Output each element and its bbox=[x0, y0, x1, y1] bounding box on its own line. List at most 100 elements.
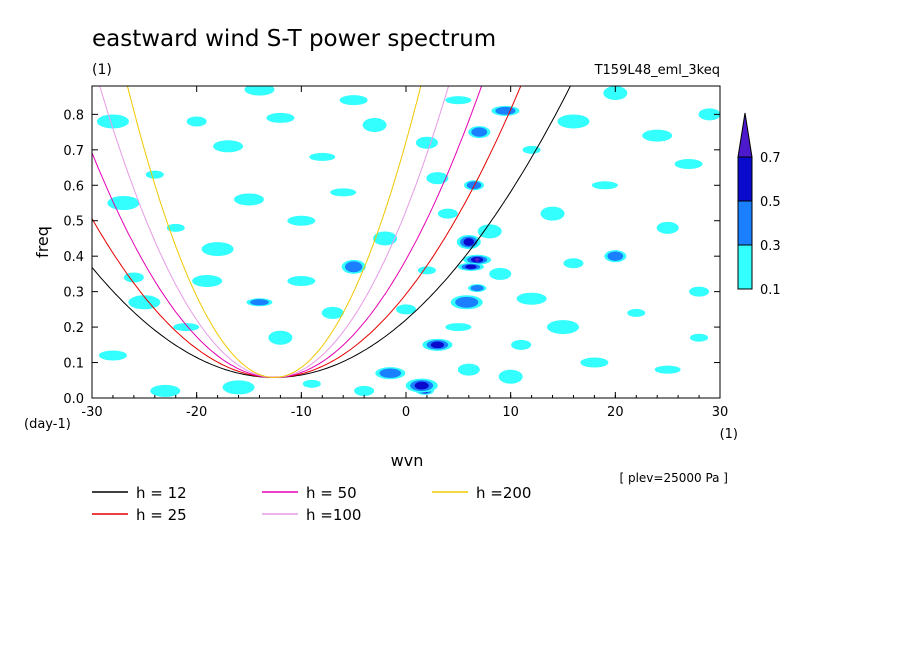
legend-label: h =200 bbox=[476, 484, 531, 502]
power-patch bbox=[522, 145, 541, 154]
power-patch bbox=[150, 384, 181, 397]
power-patch bbox=[498, 369, 523, 384]
power-patch bbox=[698, 108, 720, 121]
power-patch bbox=[244, 86, 275, 96]
x-axis-label: wvn bbox=[391, 451, 424, 470]
power-patch bbox=[287, 215, 316, 226]
x-tick-label: 20 bbox=[607, 405, 624, 420]
power-patch bbox=[302, 379, 321, 388]
power-patch-core bbox=[470, 284, 484, 292]
power-patch bbox=[96, 114, 129, 129]
y-tick-label: 0.6 bbox=[63, 179, 84, 194]
legend-label: h =100 bbox=[306, 506, 361, 524]
power-patch bbox=[266, 112, 295, 123]
y-tick-label: 0.7 bbox=[63, 144, 84, 159]
y-tick-label: 0.3 bbox=[63, 286, 84, 301]
power-patch bbox=[457, 363, 480, 376]
colorbar-arrow bbox=[737, 112, 753, 158]
power-patch bbox=[213, 140, 244, 153]
power-patch-core bbox=[495, 106, 516, 115]
power-patch-core bbox=[455, 296, 479, 308]
power-patch-core bbox=[465, 264, 477, 270]
y-tick-label: 0.2 bbox=[63, 321, 84, 336]
power-patch bbox=[689, 286, 710, 297]
power-patch-core bbox=[430, 341, 444, 349]
power-patch bbox=[123, 272, 144, 283]
colorbar-label: 0.3 bbox=[760, 239, 781, 254]
power-patch bbox=[511, 339, 532, 350]
colorbar-segment bbox=[737, 244, 753, 290]
power-patch bbox=[268, 330, 293, 345]
power-patch-core bbox=[379, 368, 402, 378]
power-patch bbox=[362, 118, 387, 132]
colorbar-label: 0.5 bbox=[760, 195, 781, 210]
power-patch bbox=[477, 224, 502, 239]
run-label: T159L48_eml_3keq bbox=[594, 63, 720, 78]
power-patch bbox=[547, 320, 579, 335]
legend-label: h = 12 bbox=[136, 484, 187, 502]
power-patch bbox=[627, 308, 646, 317]
legend-label: h = 25 bbox=[136, 506, 187, 524]
power-patch-core bbox=[474, 257, 480, 262]
power-patch-core bbox=[414, 381, 429, 390]
power-patch bbox=[540, 206, 565, 221]
plev-footnote: [ plev=25000 Pa ] bbox=[619, 471, 728, 485]
power-patch bbox=[437, 208, 458, 219]
power-patch bbox=[330, 188, 357, 197]
colorbar: 0.1 0.3 0.5 0.7 bbox=[737, 112, 781, 298]
power-patch bbox=[580, 357, 609, 368]
colorbar-label: 0.1 bbox=[760, 283, 781, 298]
power-patch-core bbox=[345, 261, 363, 273]
colorbar-segment bbox=[737, 156, 753, 202]
power-patch bbox=[426, 172, 449, 185]
power-patch bbox=[591, 181, 618, 190]
power-patch bbox=[287, 276, 316, 286]
dispersion-curves bbox=[92, 86, 571, 378]
power-patch-core bbox=[607, 251, 624, 261]
y-tick-label: 0.5 bbox=[63, 215, 84, 230]
power-patch bbox=[445, 96, 472, 105]
x-tick-label: 30 bbox=[712, 405, 729, 420]
colorbar-segment bbox=[737, 200, 753, 246]
x-tick-label: 0 bbox=[402, 405, 410, 420]
power-patch bbox=[674, 159, 703, 169]
colorbar-label: 0.7 bbox=[760, 151, 781, 166]
power-patch bbox=[98, 350, 127, 361]
power-patch bbox=[201, 242, 234, 257]
dispersion-curve bbox=[99, 86, 450, 378]
axes: -30 -20 -10 0 10 20 30 0.0 0.1 0.2 0.3 0.4 0.5 0.6 0.7… bbox=[63, 86, 728, 420]
power-patch bbox=[557, 114, 590, 129]
power-patch bbox=[186, 116, 207, 127]
x-tick-label: 10 bbox=[502, 405, 519, 420]
power-patch bbox=[563, 258, 584, 269]
contour-patches bbox=[96, 86, 720, 397]
dispersion-curve bbox=[92, 86, 522, 378]
power-patch bbox=[354, 385, 375, 396]
power-patch bbox=[415, 136, 438, 149]
y-tick-label: 0.1 bbox=[63, 357, 84, 372]
power-patch bbox=[417, 266, 436, 275]
units-label: (1) bbox=[92, 62, 112, 78]
power-patch bbox=[339, 95, 368, 106]
power-patch bbox=[654, 365, 681, 374]
y-axis-label: freq bbox=[33, 226, 52, 258]
power-patch bbox=[222, 380, 255, 395]
legend-label: h = 50 bbox=[306, 484, 357, 502]
power-patch bbox=[603, 86, 628, 101]
curve-legend: h = 12 h = 25 h = 50 h =100 h =200 bbox=[92, 484, 531, 524]
y-axis-unit: (day-1) bbox=[24, 417, 71, 432]
power-patch bbox=[656, 221, 679, 234]
power-patch bbox=[445, 323, 472, 332]
power-patch-core bbox=[471, 127, 488, 137]
power-patch-core bbox=[463, 238, 475, 246]
y-tick-label: 0.8 bbox=[63, 108, 84, 123]
power-patch bbox=[192, 275, 223, 287]
y-tick-label: 0.4 bbox=[63, 250, 84, 265]
power-patch bbox=[107, 196, 140, 210]
power-patch bbox=[145, 170, 164, 179]
dispersion-curve bbox=[92, 86, 571, 378]
x-tick-label: -20 bbox=[186, 405, 207, 420]
plot-frame bbox=[91, 85, 721, 399]
power-patch bbox=[642, 129, 673, 142]
